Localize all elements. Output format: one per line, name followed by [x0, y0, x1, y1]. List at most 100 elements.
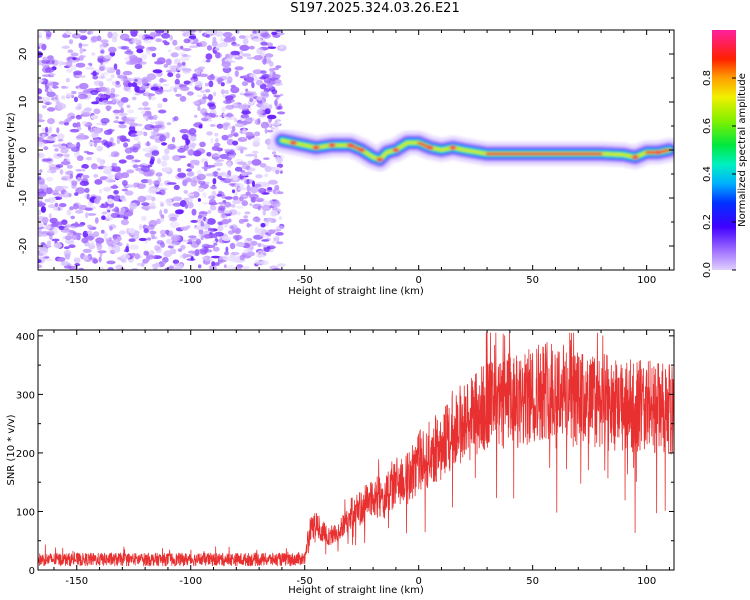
- noise-blob: [209, 204, 217, 211]
- noise-blob: [143, 38, 153, 44]
- y-tick-label: -10: [18, 190, 29, 206]
- noise-blob: [52, 189, 59, 196]
- noise-blob: [215, 46, 220, 52]
- noise-blob: [98, 188, 103, 194]
- noise-blob: [106, 260, 116, 265]
- noise-blob: [143, 250, 149, 256]
- noise-blob: [213, 242, 218, 246]
- noise-blob: [131, 160, 136, 164]
- noise-blob: [136, 262, 143, 266]
- noise-blob: [245, 88, 249, 92]
- noise-blob: [267, 56, 271, 63]
- noise-blob: [47, 135, 55, 139]
- noise-blob: [185, 138, 190, 146]
- noise-blob: [142, 101, 149, 107]
- noise-blob: [74, 192, 79, 196]
- noise-blob: [149, 160, 154, 166]
- noise-blob: [57, 206, 61, 211]
- noise-blob: [99, 252, 103, 258]
- noise-blob: [202, 96, 209, 100]
- noise-blob: [142, 107, 151, 111]
- noise-blob: [131, 252, 136, 257]
- signal-peak-dot: [328, 143, 336, 148]
- signal-peak-dot: [426, 145, 434, 150]
- noise-blob: [45, 126, 49, 133]
- noise-blob: [237, 187, 247, 191]
- noise-blob: [157, 82, 162, 88]
- noise-blob: [251, 180, 256, 187]
- noise-blob: [202, 111, 209, 118]
- noise-blob: [38, 35, 43, 38]
- noise-blob: [223, 148, 232, 152]
- noise-blob: [222, 112, 226, 118]
- noise-blob: [45, 30, 52, 38]
- noise-blob: [48, 204, 57, 209]
- noise-blob: [63, 246, 70, 250]
- noise-blob: [143, 115, 148, 120]
- noise-blob: [69, 128, 80, 133]
- noise-blob: [95, 122, 103, 126]
- noise-blob: [151, 53, 157, 58]
- noise-blob: [235, 205, 244, 209]
- noise-blob: [87, 213, 97, 216]
- noise-blob: [73, 96, 79, 103]
- noise-blob: [89, 63, 93, 67]
- noise-blob: [275, 65, 282, 69]
- noise-blob: [98, 86, 108, 92]
- noise-blob: [86, 156, 92, 161]
- noise-blob: [57, 257, 66, 262]
- noise-blob: [165, 132, 170, 139]
- noise-blob: [246, 237, 253, 242]
- noise-blob: [191, 240, 195, 247]
- noise-blob: [246, 251, 256, 257]
- noise-blob: [173, 116, 179, 122]
- noise-blob: [204, 258, 213, 262]
- noise-blob: [103, 165, 113, 171]
- noise-blob: [66, 209, 72, 216]
- noise-blob: [220, 37, 224, 42]
- noise-blob: [210, 185, 217, 190]
- noise-blob: [166, 122, 172, 126]
- noise-blob: [146, 111, 152, 116]
- noise-blob: [151, 96, 157, 101]
- noise-blob: [151, 150, 160, 157]
- noise-blob: [241, 265, 251, 270]
- noise-blob: [86, 193, 90, 200]
- signal-peak-dot: [376, 157, 384, 162]
- noise-blob: [127, 88, 132, 94]
- noise-blob: [205, 59, 211, 63]
- noise-blob: [231, 189, 236, 194]
- noise-blob: [197, 264, 202, 269]
- noise-blob: [155, 262, 160, 269]
- noise-blob: [186, 225, 191, 229]
- noise-blob: [271, 31, 278, 36]
- noise-blob: [119, 135, 127, 143]
- noise-blob: [162, 79, 167, 82]
- noise-blob: [100, 48, 105, 55]
- noise-blob: [58, 203, 67, 208]
- noise-blob: [91, 52, 96, 56]
- noise-blob: [38, 113, 43, 120]
- noise-blob: [257, 187, 266, 194]
- noise-blob: [254, 260, 261, 265]
- noise-blob: [170, 52, 179, 58]
- noise-blob: [166, 70, 172, 73]
- noise-blob: [158, 109, 167, 114]
- noise-blob: [132, 143, 141, 150]
- noise-blob: [207, 94, 213, 101]
- noise-blob: [126, 104, 131, 109]
- noise-blob: [126, 169, 135, 174]
- noise-blob: [195, 70, 201, 75]
- noise-blob: [54, 202, 59, 208]
- noise-blob: [105, 105, 111, 112]
- noise-blob: [134, 85, 140, 93]
- noise-blob: [220, 41, 229, 48]
- noise-blob: [198, 73, 208, 78]
- noise-blob: [101, 43, 108, 46]
- noise-blob: [240, 149, 244, 154]
- noise-blob: [270, 200, 281, 208]
- noise-blob: [217, 201, 226, 205]
- noise-blob: [241, 200, 248, 207]
- noise-blob: [115, 115, 119, 120]
- noise-blob: [220, 171, 227, 177]
